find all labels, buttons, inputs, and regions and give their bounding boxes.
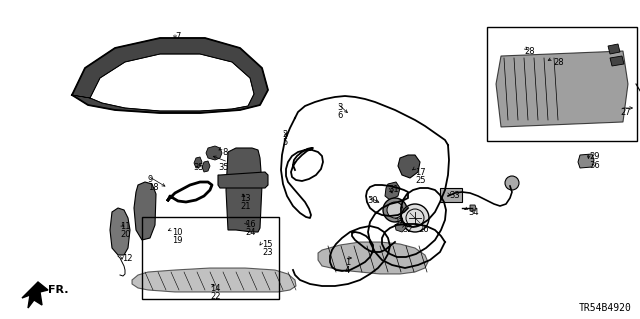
Text: 24: 24 <box>245 228 255 237</box>
Text: 22: 22 <box>210 292 221 301</box>
Polygon shape <box>22 282 48 308</box>
Polygon shape <box>110 208 130 255</box>
Text: 21: 21 <box>240 202 250 211</box>
Text: 28: 28 <box>553 58 564 67</box>
Text: 25: 25 <box>415 176 426 185</box>
Text: 33: 33 <box>449 191 460 200</box>
Text: 19: 19 <box>172 236 182 245</box>
Polygon shape <box>608 44 620 54</box>
Text: 28: 28 <box>524 47 534 56</box>
Polygon shape <box>202 161 210 172</box>
Circle shape <box>505 176 519 190</box>
Text: 6: 6 <box>337 111 342 120</box>
Text: 36: 36 <box>589 161 600 170</box>
Circle shape <box>401 204 429 232</box>
Text: 15: 15 <box>262 240 273 249</box>
Text: 26: 26 <box>418 225 429 234</box>
Text: 14: 14 <box>210 284 221 293</box>
Bar <box>440 188 462 202</box>
Circle shape <box>383 198 407 222</box>
Text: 23: 23 <box>262 248 273 257</box>
Polygon shape <box>218 172 268 188</box>
Polygon shape <box>578 154 594 168</box>
Text: 9: 9 <box>148 175 153 184</box>
Text: 17: 17 <box>415 168 426 177</box>
Text: 4: 4 <box>345 266 350 275</box>
Text: 20: 20 <box>120 230 131 239</box>
Text: 11: 11 <box>120 222 131 231</box>
Text: 18: 18 <box>148 183 159 192</box>
Polygon shape <box>470 205 476 211</box>
Text: 16: 16 <box>245 220 255 229</box>
Text: 12: 12 <box>122 254 132 263</box>
Polygon shape <box>395 222 406 232</box>
Text: 3: 3 <box>337 103 342 112</box>
Text: FR.: FR. <box>48 285 68 295</box>
Polygon shape <box>206 146 222 160</box>
Text: 10: 10 <box>172 228 182 237</box>
Text: 31: 31 <box>388 185 399 194</box>
Text: 35: 35 <box>193 163 204 172</box>
Circle shape <box>387 202 403 218</box>
Polygon shape <box>610 56 624 66</box>
Text: 29: 29 <box>589 152 600 161</box>
Polygon shape <box>134 182 156 240</box>
Text: 13: 13 <box>240 194 251 203</box>
Text: 27: 27 <box>620 108 630 117</box>
Text: 35: 35 <box>218 163 228 172</box>
Polygon shape <box>385 182 400 200</box>
Polygon shape <box>496 51 628 127</box>
Text: 8: 8 <box>222 148 227 157</box>
Text: 5: 5 <box>282 138 287 147</box>
Text: 7: 7 <box>175 32 180 41</box>
FancyBboxPatch shape <box>487 27 637 141</box>
Text: 32: 32 <box>402 225 413 234</box>
Text: 30: 30 <box>367 196 378 205</box>
Polygon shape <box>398 155 420 178</box>
Text: 34: 34 <box>468 208 479 217</box>
Polygon shape <box>194 157 202 168</box>
Polygon shape <box>132 268 296 292</box>
Text: TR54B4920: TR54B4920 <box>579 303 632 313</box>
Text: 2: 2 <box>282 130 287 139</box>
Text: 37: 37 <box>393 218 404 227</box>
Text: 1: 1 <box>345 258 350 267</box>
Polygon shape <box>318 242 428 274</box>
Polygon shape <box>226 148 262 232</box>
Polygon shape <box>72 38 268 113</box>
